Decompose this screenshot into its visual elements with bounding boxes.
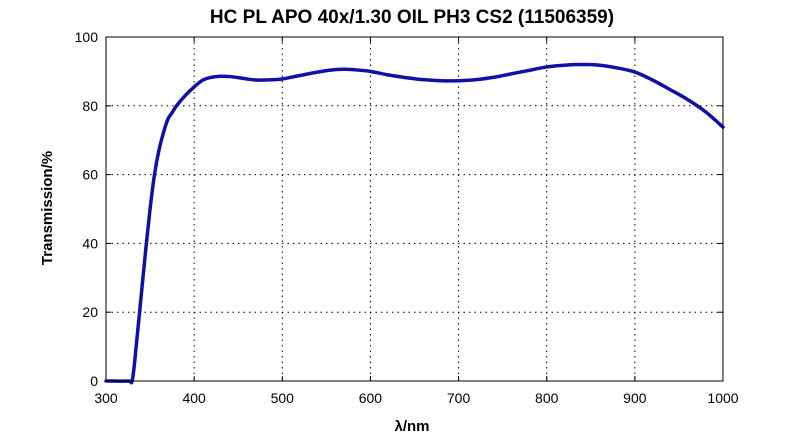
plot-frame xyxy=(105,36,724,382)
transmission-series-line xyxy=(104,62,725,385)
y-tick-label: 80 xyxy=(82,98,98,114)
grid-lines xyxy=(106,37,723,381)
chart-title: HC PL APO 40x/1.30 OIL PH3 CS2 (11506359… xyxy=(210,7,614,28)
y-axis-label: Transmission/% xyxy=(39,151,56,265)
x-tick-label: 900 xyxy=(623,390,647,406)
x-axis-label: λ/nm xyxy=(394,418,429,435)
y-tick-label: 40 xyxy=(82,235,98,251)
x-tick-label: 800 xyxy=(535,390,559,406)
x-tick-label: 300 xyxy=(94,390,118,406)
y-tick-labels: 0 20 40 60 80 100 xyxy=(75,29,99,389)
y-tick-label: 20 xyxy=(82,304,98,320)
y-tick-label: 0 xyxy=(90,373,98,389)
x-tick-label: 1000 xyxy=(707,390,738,406)
x-tick-label: 600 xyxy=(359,390,383,406)
x-tick-label: 700 xyxy=(447,390,471,406)
axis-ticks xyxy=(105,36,724,382)
x-tick-label: 500 xyxy=(271,390,295,406)
series-layer xyxy=(104,62,725,385)
x-tick-labels: 300 400 500 600 700 800 900 1000 xyxy=(94,390,738,406)
y-tick-label: 100 xyxy=(75,29,99,45)
x-tick-label: 400 xyxy=(182,390,206,406)
y-tick-label: 60 xyxy=(82,167,98,183)
